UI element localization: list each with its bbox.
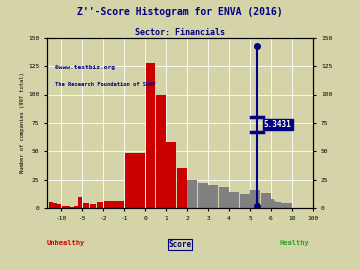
Y-axis label: Number of companies (997 total): Number of companies (997 total) — [20, 72, 25, 173]
Bar — [261, 193, 271, 208]
Bar — [78, 197, 82, 208]
Bar — [198, 183, 208, 208]
Bar — [271, 199, 274, 208]
Bar — [90, 204, 96, 208]
Bar — [62, 206, 66, 208]
Bar — [145, 63, 156, 208]
Text: Healthy: Healthy — [280, 240, 310, 246]
Bar — [250, 190, 260, 208]
Bar — [96, 202, 103, 208]
Bar — [70, 207, 74, 208]
Bar — [229, 192, 239, 208]
Bar — [66, 206, 70, 208]
Text: 5.3431: 5.3431 — [264, 120, 292, 129]
Text: Unhealthy: Unhealthy — [46, 240, 85, 246]
Bar — [156, 94, 166, 208]
Bar — [49, 202, 53, 208]
Bar — [57, 204, 61, 208]
Bar — [74, 206, 78, 208]
Bar — [219, 187, 229, 208]
Bar — [279, 202, 282, 208]
Bar — [188, 180, 197, 208]
Bar — [166, 142, 176, 208]
Bar — [276, 202, 279, 208]
Text: ©www.textbiz.org: ©www.textbiz.org — [55, 65, 115, 70]
Bar — [287, 203, 292, 208]
Bar — [53, 203, 57, 208]
Text: The Research Foundation of SUNY: The Research Foundation of SUNY — [55, 82, 156, 87]
Text: Z''-Score Histogram for ENVA (2016): Z''-Score Histogram for ENVA (2016) — [77, 7, 283, 17]
Text: Score: Score — [168, 240, 192, 249]
Bar — [284, 203, 287, 208]
Bar — [274, 201, 276, 208]
Text: Sector: Financials: Sector: Financials — [135, 28, 225, 37]
Bar — [282, 203, 284, 208]
Bar — [177, 168, 187, 208]
Bar — [82, 203, 89, 208]
Bar — [240, 194, 250, 208]
Bar — [104, 201, 124, 208]
Bar — [125, 153, 145, 208]
Bar — [208, 185, 218, 208]
